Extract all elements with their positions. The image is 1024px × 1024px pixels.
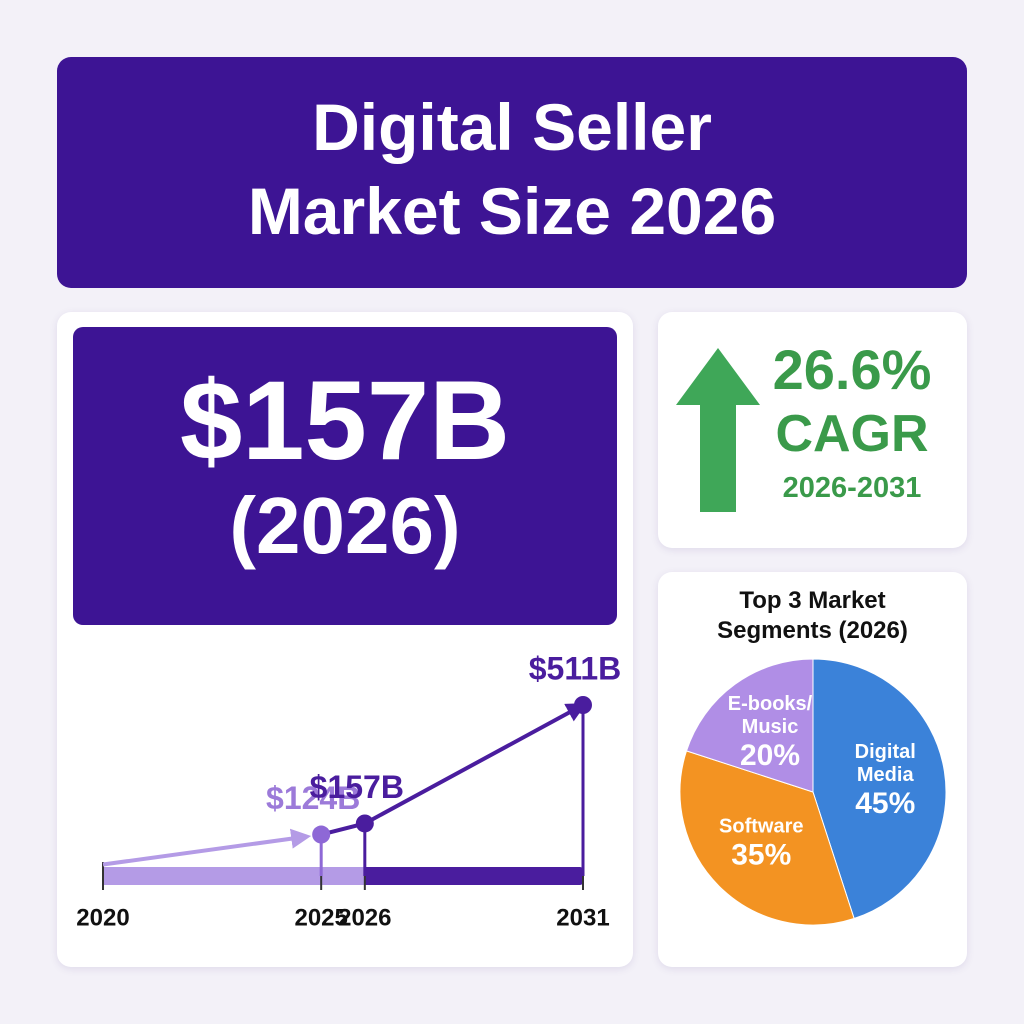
title-line: Digital Seller	[312, 90, 712, 164]
cagr-period: 2026-2031	[782, 472, 922, 504]
pie-category: E-books/ Music	[727, 692, 813, 738]
pie-label: E-books/ Music 20%	[715, 693, 825, 773]
x-tick-label: 2025	[294, 904, 347, 931]
value-label: $511B	[529, 650, 622, 686]
pie-category: Software	[719, 815, 804, 838]
point	[574, 696, 592, 714]
header: Digital Seller Market Size 2026	[57, 57, 967, 288]
lead-arrow	[102, 828, 312, 867]
headline-value: $157B	[179, 358, 511, 483]
pie-value: 35%	[731, 838, 792, 872]
x-tick-label: 2031	[556, 904, 609, 931]
pie-label: Software 35%	[706, 815, 816, 872]
cagr-rate: 26.6%	[772, 338, 932, 401]
point	[312, 825, 331, 844]
cagr-label: CAGR	[775, 405, 929, 463]
title-line: Market Size 2026	[247, 174, 777, 248]
x-tick-label: 2026	[338, 904, 391, 931]
pie-label: Digital Media 45%	[830, 741, 940, 821]
cagr-text: 26.6% CAGR 2026-2031	[752, 338, 952, 510]
pie-slice	[679, 750, 855, 926]
point	[355, 814, 374, 833]
value-label: $157B	[310, 769, 404, 805]
timeline-bar-past	[103, 867, 365, 885]
pie-category: Digital Media	[854, 740, 916, 786]
x-tick-label: 2020	[76, 904, 129, 931]
value-label: $124B	[266, 780, 360, 816]
pie-value: 20%	[739, 738, 801, 772]
pie-title: Top 3 Market Segments (2026)	[717, 587, 908, 644]
headline-year: (2026)	[229, 481, 461, 570]
headline-box: $157B (2026)	[73, 327, 617, 625]
pie-slice	[685, 658, 814, 793]
up-arrow	[676, 348, 760, 512]
pie-slice	[812, 658, 947, 920]
pie-value: 45%	[855, 786, 916, 820]
